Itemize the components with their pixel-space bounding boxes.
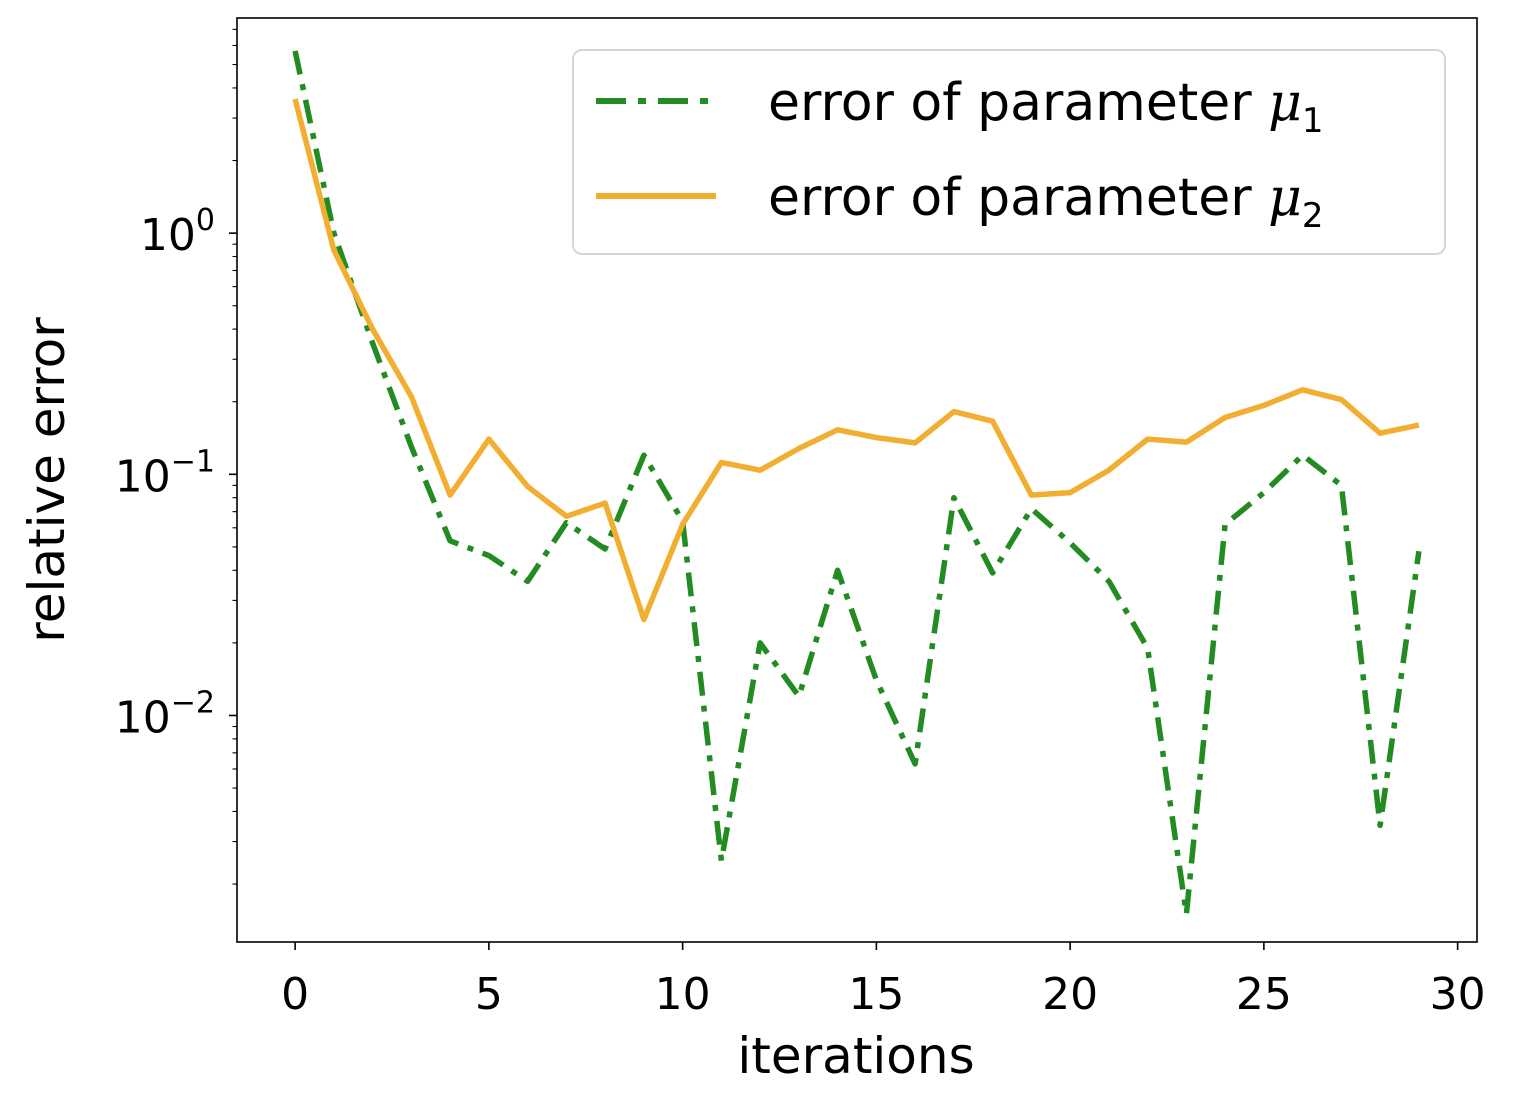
y-tick-label: 10−2 — [115, 685, 215, 743]
series-layer — [292, 50, 1422, 917]
x-axis-title: iterations — [737, 1027, 974, 1085]
x-tick-labels: 0 5 10 15 20 25 30 — [281, 969, 1486, 1020]
x-tick-label: 25 — [1236, 969, 1292, 1020]
y-axis-title: relative error — [18, 317, 76, 643]
x-tick-label: 20 — [1042, 969, 1098, 1020]
axis-ticks — [229, 232, 1459, 950]
x-tick-label: 15 — [848, 969, 904, 1020]
series-line-2 — [292, 98, 1420, 623]
legend-label-mu2: error of parameter μ2 — [768, 168, 1324, 236]
y-tick-label: 100 — [140, 203, 215, 261]
legend-label-mu1: error of parameter μ1 — [768, 73, 1324, 141]
x-tick-label: 5 — [475, 969, 503, 1020]
legend-box — [572, 49, 1446, 255]
plot-frame — [236, 17, 1478, 943]
series-line-1 — [292, 50, 1422, 917]
legend: error of parameter μ1 error of parameter… — [572, 49, 1446, 255]
y-tick-label: 10−1 — [115, 444, 215, 502]
x-tick-label: 10 — [655, 969, 711, 1020]
x-tick-label: 0 — [281, 969, 309, 1020]
y-tick-labels: 100 10−1 10−2 — [115, 203, 215, 743]
x-tick-label: 30 — [1430, 969, 1486, 1020]
